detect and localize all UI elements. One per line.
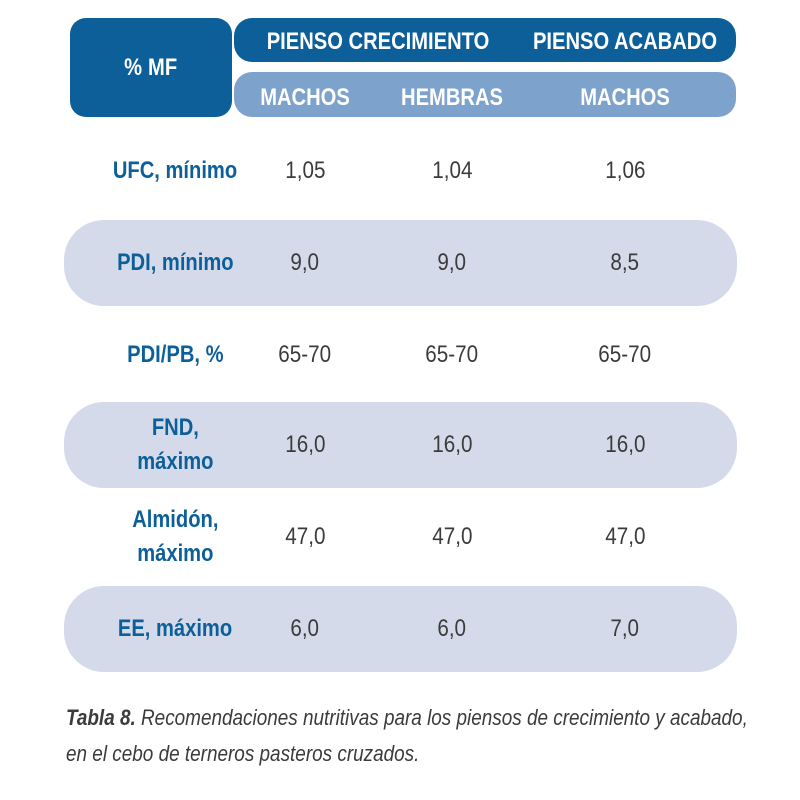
value-cell: 7,0: [585, 586, 665, 672]
cell-value: 16,0: [284, 431, 326, 458]
row-label-cell: PDI/PB, %: [64, 312, 286, 398]
row-label: FND, máximo: [136, 413, 214, 475]
cell-value: 6,0: [290, 615, 320, 642]
value-cell: 16,0: [585, 402, 665, 488]
cell-value: 1,04: [431, 157, 473, 184]
cell-value: 65-70: [598, 341, 652, 368]
row-label-cell: PDI, mínimo: [64, 220, 286, 306]
value-cell: 1,04: [412, 128, 492, 214]
cell-value: 9,0: [290, 249, 320, 276]
subheader-machos-acabado: MACHOS: [580, 84, 670, 111]
value-cell: 47,0: [265, 494, 345, 580]
row-label-cell: UFC, mínimo: [64, 128, 286, 214]
table-row: Almidón, máximo 47,0 47,0 47,0: [64, 494, 737, 580]
cell-value: 1,05: [284, 157, 326, 184]
value-cell: 1,05: [265, 128, 345, 214]
cell-value: 47,0: [284, 523, 326, 550]
subheader-bar: [234, 72, 736, 117]
cell-value: 47,0: [431, 523, 473, 550]
value-cell: 47,0: [412, 494, 492, 580]
row-label-cell: FND, máximo: [64, 402, 286, 488]
group-header-pienso-acabado: PIENSO ACABADO: [532, 28, 718, 55]
table-row: PDI/PB, % 65-70 65-70 65-70: [64, 312, 737, 398]
cell-value: 1,06: [604, 157, 646, 184]
value-cell: 9,0: [265, 220, 345, 306]
row-label: EE, máximo: [117, 614, 233, 642]
table-row: FND, máximo 16,0 16,0 16,0: [64, 402, 737, 488]
row-label: PDI, mínimo: [116, 248, 234, 276]
value-cell: 6,0: [412, 586, 492, 672]
value-cell: 6,0: [265, 586, 345, 672]
group-header-pienso-crecimiento: PIENSO CRECIMIENTO: [266, 28, 490, 55]
value-cell: 16,0: [412, 402, 492, 488]
cell-value: 65-70: [278, 341, 332, 368]
cell-value: 47,0: [604, 523, 646, 550]
cell-value: 9,0: [437, 249, 467, 276]
value-cell: 16,0: [265, 402, 345, 488]
row-label-cell: EE, máximo: [64, 586, 286, 672]
table-row: EE, máximo 6,0 6,0 7,0: [64, 586, 737, 672]
value-cell: 65-70: [265, 312, 345, 398]
value-cell: 47,0: [585, 494, 665, 580]
corner-header-label: % MF: [124, 53, 178, 81]
cell-value: 6,0: [437, 615, 467, 642]
row-label: PDI/PB, %: [126, 340, 224, 368]
value-cell: 8,5: [585, 220, 665, 306]
table-caption: Tabla 8. Recomendaciones nutritivas para…: [66, 700, 754, 772]
cell-value: 65-70: [425, 341, 479, 368]
cell-value: 8,5: [610, 249, 640, 276]
group-header-bar: [234, 18, 736, 62]
subheader-hembras-crecimiento: HEMBRAS: [401, 84, 503, 111]
row-label: Almidón, máximo: [131, 505, 219, 567]
table-row: PDI, mínimo 9,0 9,0 8,5: [64, 220, 737, 306]
value-cell: 9,0: [412, 220, 492, 306]
cell-value: 7,0: [610, 615, 640, 642]
cell-value: 16,0: [604, 431, 646, 458]
caption-label: Tabla 8.: [66, 705, 136, 730]
table-row: UFC, mínimo 1,05 1,04 1,06: [64, 128, 737, 214]
value-cell: 65-70: [585, 312, 665, 398]
row-label-cell: Almidón, máximo: [64, 494, 286, 580]
cell-value: 16,0: [431, 431, 473, 458]
subheader-machos-crecimiento: MACHOS: [260, 84, 350, 111]
value-cell: 1,06: [585, 128, 665, 214]
row-label: UFC, mínimo: [112, 156, 238, 184]
corner-header-cell: % MF: [70, 18, 232, 117]
caption-text: Recomendaciones nutritivas para los pien…: [66, 705, 748, 766]
value-cell: 65-70: [412, 312, 492, 398]
